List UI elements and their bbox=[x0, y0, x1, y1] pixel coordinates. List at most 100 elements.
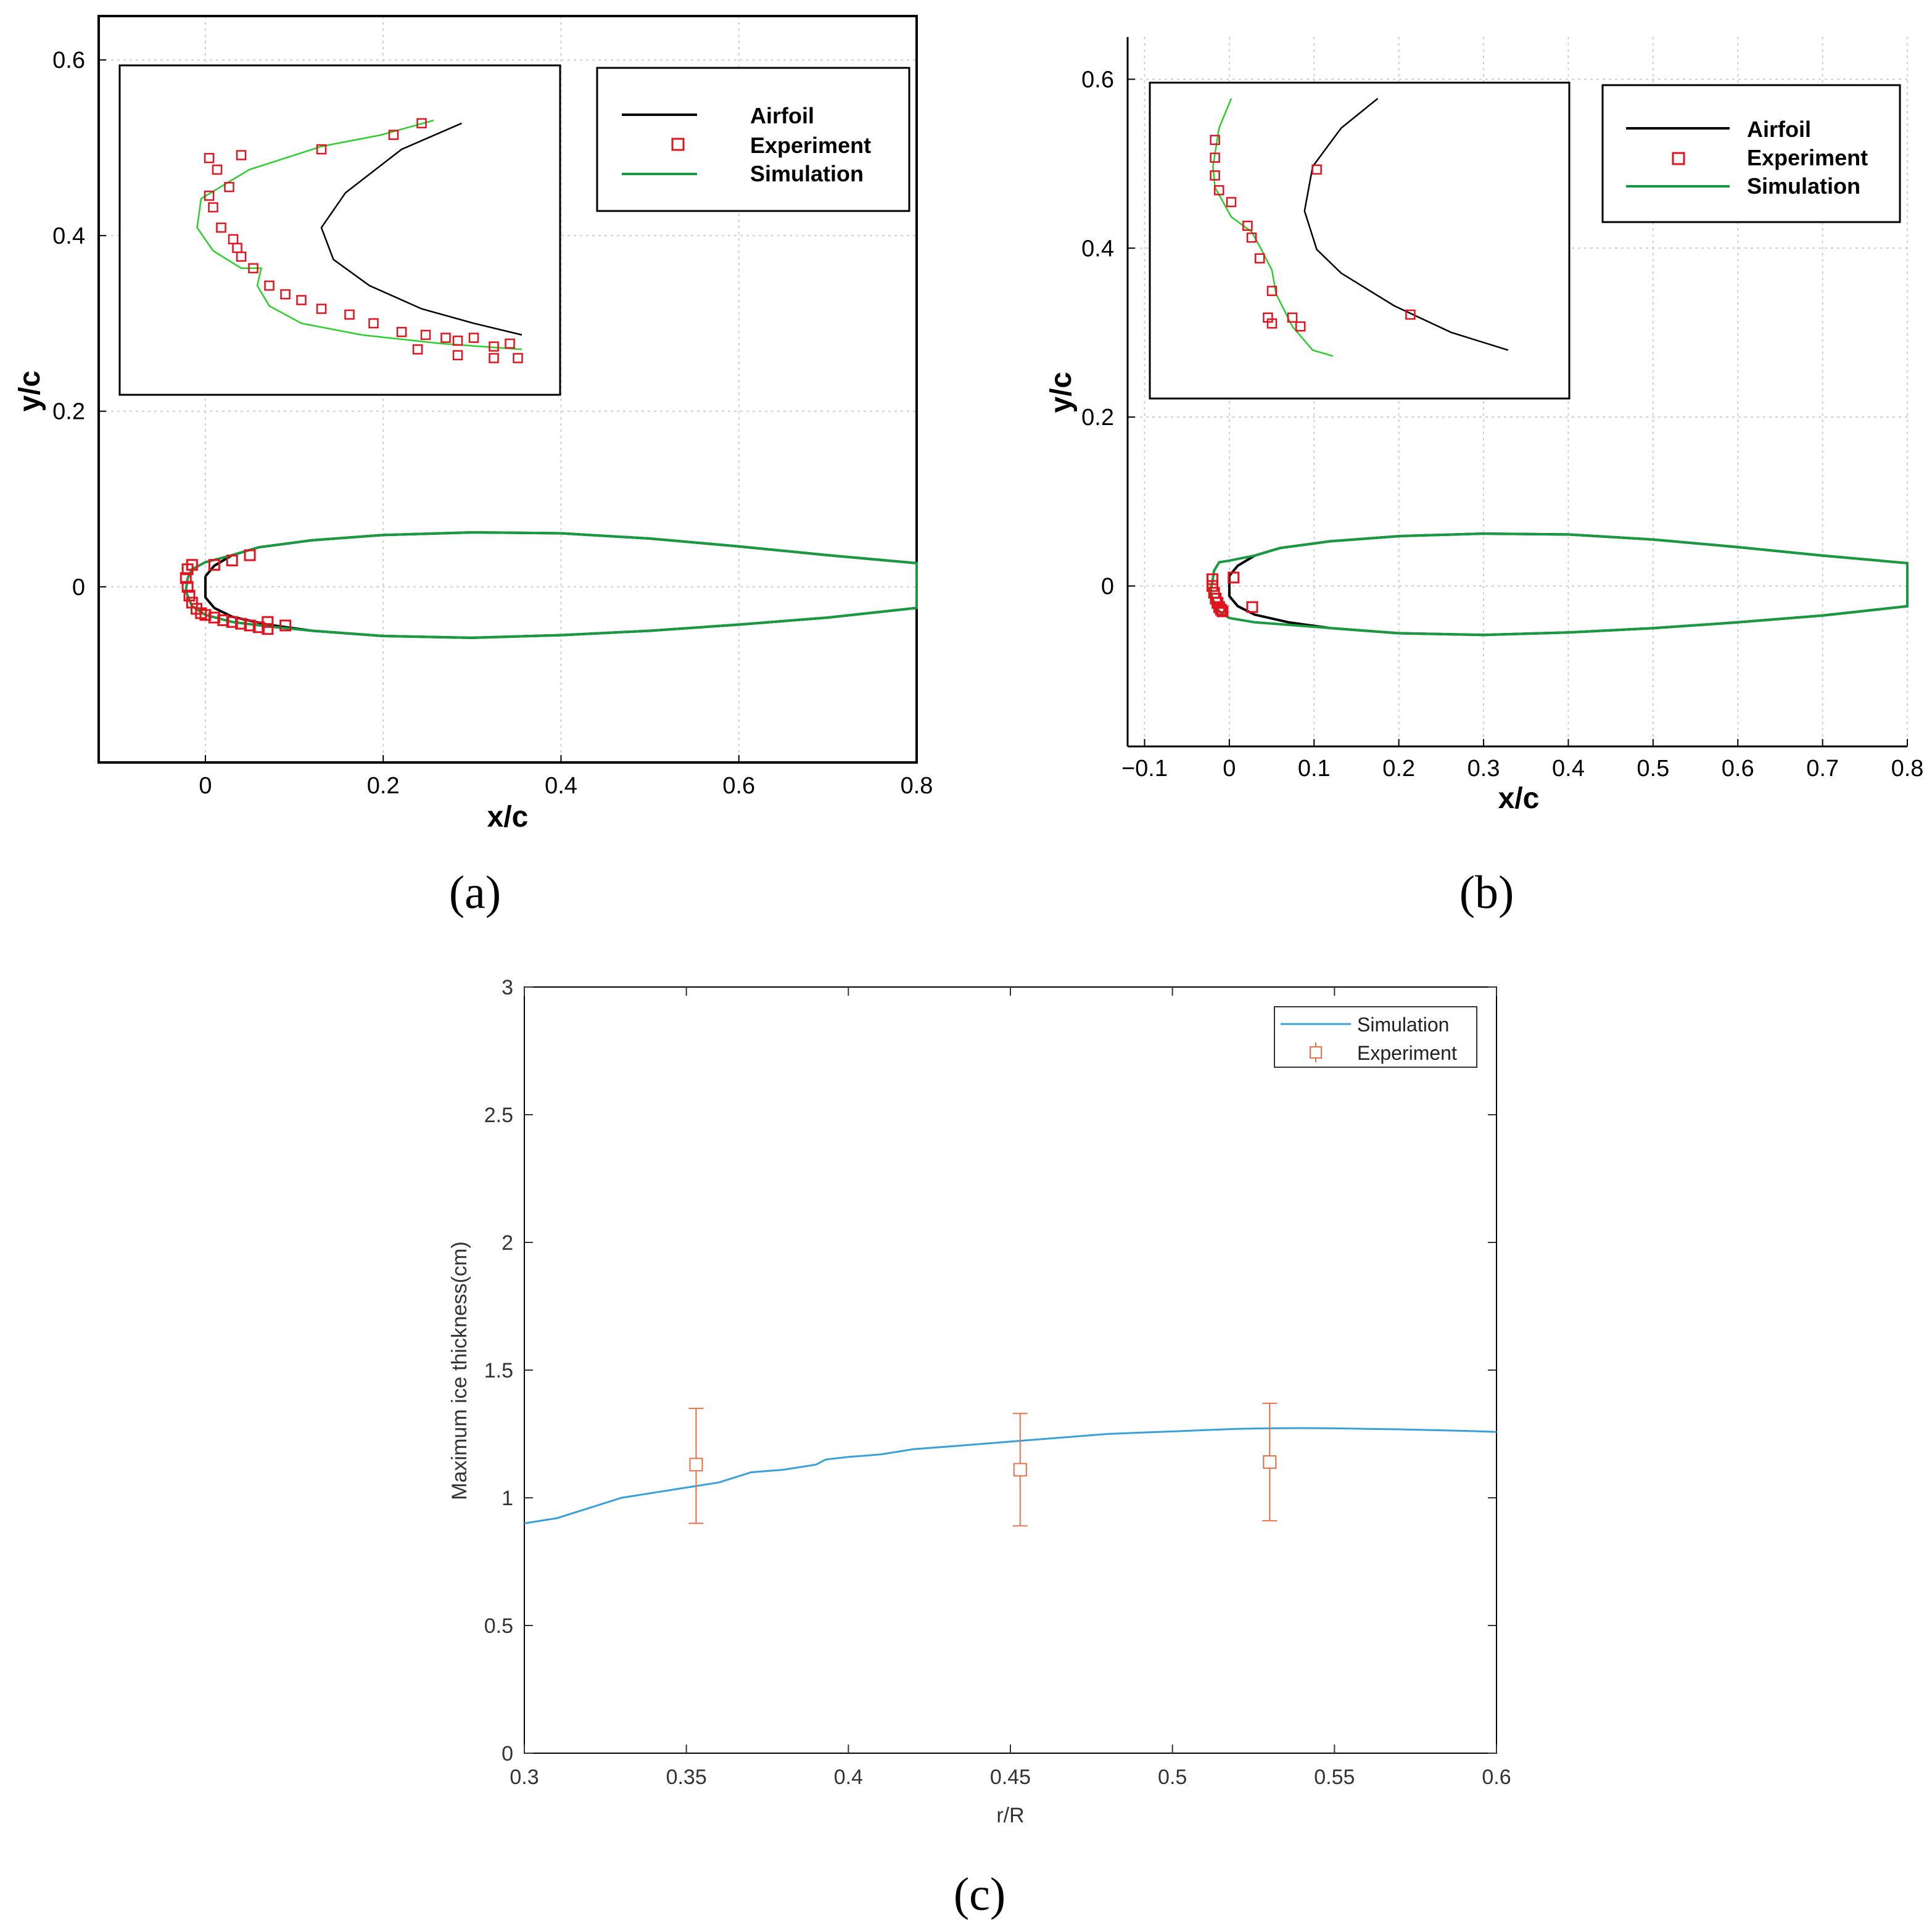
b-experiment-point bbox=[1228, 571, 1240, 584]
a-x-tick-label: 0.6 bbox=[722, 773, 755, 799]
panel-c: 0.3 0.35 0.4 0.45 0.5 0.55 0.6 0 0.5 1 1.5 2 2.5 3 r… bbox=[448, 976, 1511, 1920]
a-x-tick-label: 0.8 bbox=[901, 773, 933, 799]
b-airfoil-line bbox=[1228, 532, 1909, 637]
b-x-tick-label: 0.5 bbox=[1637, 756, 1669, 782]
panel-b-legend-simulation: Simulation bbox=[1747, 173, 1860, 199]
a-inset-experiment-point bbox=[416, 118, 427, 129]
a-inset-experiment-point bbox=[420, 329, 431, 341]
a-inset-experiment-point bbox=[236, 150, 247, 160]
a-inset-experiment-point bbox=[505, 338, 515, 349]
a-experiment-point bbox=[181, 580, 194, 593]
a-inset-experiment-point bbox=[452, 350, 463, 361]
b-x-tick-label: 0.2 bbox=[1382, 756, 1415, 782]
b-x-tick-label: 0.8 bbox=[1891, 756, 1924, 782]
a-inset-airfoil-line bbox=[320, 122, 522, 336]
a-experiment-point bbox=[226, 616, 238, 628]
b-y-tick-label: 0.4 bbox=[1081, 236, 1114, 262]
a-inset-experiment-point bbox=[440, 333, 451, 343]
a-x-tick-label: 0.4 bbox=[545, 773, 577, 799]
a-y-tick-label: 0.4 bbox=[52, 223, 85, 249]
b-inset-experiment-point bbox=[1405, 309, 1416, 320]
b-inset-experiment-point bbox=[1266, 318, 1278, 329]
b-inset-experiment-point bbox=[1246, 232, 1257, 243]
panel-c-legend-experiment-swatch bbox=[1310, 1046, 1322, 1059]
panel-c-plot-frame bbox=[524, 986, 1497, 1754]
panel-c-legend: Simulation Experiment bbox=[1274, 1006, 1477, 1068]
a-inset-experiment-point bbox=[264, 280, 275, 291]
a-x-tick-label: 0 bbox=[199, 773, 212, 799]
a-inset-experiment-point bbox=[224, 181, 234, 192]
a-y-tick-label: 0.6 bbox=[52, 48, 85, 73]
panel-b: −0.1 0 0.1 0.2 0.3 0.4 0.5 0.6 0.7 0.8 0 0.2 0.4 0.6… bbox=[1045, 37, 1923, 919]
a-y-tick-label: 0.2 bbox=[52, 399, 85, 425]
c-experiment-point bbox=[689, 1458, 703, 1472]
a-inset-experiment-point bbox=[388, 130, 399, 140]
b-x-tick-label: 0.4 bbox=[1552, 756, 1585, 782]
panel-a-legend-box bbox=[596, 67, 910, 212]
panel-a-legend-airfoil: Airfoil bbox=[750, 103, 814, 128]
panel-b-y-ticks: 0 0.2 0.4 0.6 bbox=[1081, 67, 1135, 600]
panel-c-x-ticks: 0.3 0.35 0.4 0.45 0.5 0.55 0.6 bbox=[510, 987, 1511, 1789]
panel-a-series bbox=[180, 531, 918, 639]
panel-b-y-label: y/c bbox=[1045, 372, 1078, 413]
a-x-tick-label: 0.2 bbox=[367, 773, 400, 799]
panel-a-x-label: x/c bbox=[487, 801, 529, 833]
panel-a-legend-experiment-swatch bbox=[671, 138, 685, 151]
a-experiment-point bbox=[217, 614, 229, 626]
a-inset-experiment-point bbox=[208, 202, 218, 213]
panel-a-legend-experiment: Experiment bbox=[750, 133, 871, 158]
a-inset-experiment-point bbox=[204, 152, 215, 163]
panel-a-y-label: y/c bbox=[14, 371, 46, 412]
panel-a-inset bbox=[196, 118, 523, 363]
a-y-tick-label: 0 bbox=[72, 574, 85, 600]
panel-c-caption: (c) bbox=[954, 1869, 1005, 1920]
b-inset-experiment-point bbox=[1266, 286, 1278, 296]
a-experiment-point bbox=[199, 609, 212, 621]
a-inset-experiment-point bbox=[212, 164, 223, 175]
a-inset-experiment-point bbox=[248, 263, 258, 274]
b-inset-experiment-point bbox=[1210, 134, 1220, 146]
a-simulation-line bbox=[184, 531, 918, 639]
b-inset-experiment-point bbox=[1210, 170, 1220, 181]
a-inset-experiment-point bbox=[236, 251, 247, 262]
panel-b-legend-experiment: Experiment bbox=[1747, 145, 1868, 170]
b-y-tick-label: 0.6 bbox=[1081, 67, 1114, 93]
c-x-tick-label: 0.3 bbox=[510, 1766, 539, 1789]
a-experiment-point bbox=[226, 555, 238, 567]
a-experiment-point bbox=[186, 559, 198, 571]
panel-b-inset-frame bbox=[1149, 81, 1571, 400]
b-simulation-line bbox=[1209, 532, 1909, 637]
a-experiment-point bbox=[279, 619, 292, 632]
a-experiment-point bbox=[262, 616, 274, 628]
a-inset-experiment-point bbox=[489, 341, 499, 352]
b-x-tick-label: 0.1 bbox=[1298, 756, 1331, 782]
a-inset-experiment-point bbox=[412, 344, 423, 355]
c-experiment-point bbox=[1013, 1463, 1027, 1477]
a-experiment-point bbox=[262, 623, 274, 635]
b-inset-experiment-point bbox=[1226, 197, 1237, 207]
panel-c-legend-experiment: Experiment bbox=[1357, 1042, 1457, 1064]
a-inset-experiment-point bbox=[396, 326, 407, 337]
b-x-tick-label: 0.6 bbox=[1722, 756, 1754, 782]
b-x-tick-label: −0.1 bbox=[1121, 756, 1168, 782]
a-inset-experiment-point bbox=[468, 333, 479, 343]
b-y-tick-label: 0 bbox=[1101, 574, 1114, 600]
a-inset-experiment-point bbox=[513, 353, 523, 363]
b-experiment-point bbox=[1216, 605, 1229, 618]
panel-a-legend-simulation: Simulation bbox=[750, 161, 864, 186]
panel-c-series bbox=[524, 1402, 1497, 1527]
c-y-tick-label: 1 bbox=[502, 1487, 513, 1510]
b-inset-experiment-point bbox=[1254, 253, 1265, 264]
a-inset-experiment-point bbox=[489, 353, 499, 363]
panel-c-legend-simulation: Simulation bbox=[1357, 1014, 1449, 1036]
c-y-tick-label: 1.5 bbox=[484, 1359, 513, 1382]
a-inset-experiment-point bbox=[280, 289, 291, 300]
panel-c-legend-box bbox=[1274, 1006, 1477, 1068]
panel-a-legend: Airfoil Experiment Simulation bbox=[596, 67, 910, 212]
panel-b-legend: Airfoil Experiment Simulation bbox=[1601, 84, 1901, 223]
b-inset-experiment-point bbox=[1213, 185, 1224, 196]
b-experiment-point bbox=[1215, 603, 1227, 616]
b-inset-experiment-point bbox=[1287, 312, 1298, 323]
a-inset-experiment-point bbox=[216, 222, 226, 233]
